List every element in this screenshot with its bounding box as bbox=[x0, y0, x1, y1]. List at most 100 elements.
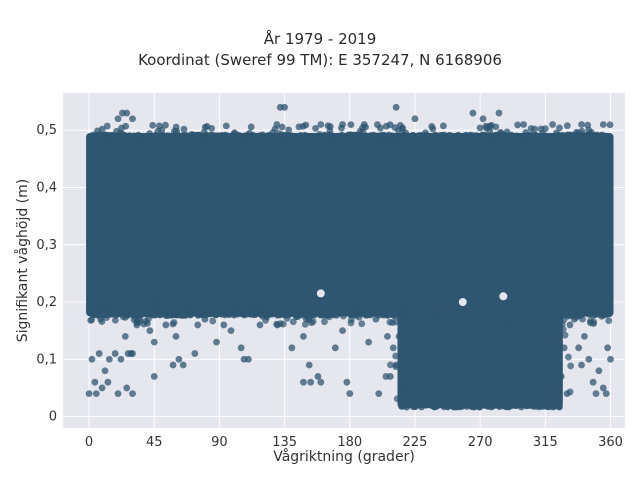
data-point bbox=[129, 350, 136, 357]
data-point bbox=[114, 390, 122, 398]
data-point bbox=[490, 303, 498, 311]
data-point bbox=[133, 321, 141, 329]
data-point bbox=[129, 115, 136, 123]
data-point bbox=[339, 121, 346, 128]
data-point bbox=[254, 134, 261, 141]
data-point bbox=[155, 304, 162, 312]
x-tick-label: 0 bbox=[85, 435, 93, 450]
x-tick-label: 135 bbox=[272, 435, 297, 450]
data-point bbox=[104, 378, 112, 386]
data-point bbox=[312, 133, 320, 141]
data-point bbox=[553, 129, 560, 137]
data-point bbox=[531, 137, 539, 145]
data-point bbox=[585, 126, 593, 134]
data-point bbox=[399, 308, 407, 316]
data-point bbox=[449, 349, 456, 357]
data-point bbox=[223, 310, 231, 317]
data-point bbox=[471, 295, 479, 303]
data-point bbox=[266, 310, 274, 317]
data-point bbox=[403, 401, 411, 409]
data-point bbox=[135, 135, 143, 143]
data-point bbox=[533, 308, 541, 316]
data-point bbox=[499, 315, 506, 323]
x-tick-label: 360 bbox=[598, 435, 623, 450]
data-point bbox=[288, 344, 296, 352]
data-point bbox=[393, 395, 401, 403]
data-points bbox=[85, 103, 614, 411]
data-point bbox=[209, 317, 217, 325]
data-point bbox=[602, 136, 610, 143]
data-point bbox=[546, 308, 554, 316]
data-point bbox=[317, 121, 325, 128]
data-point bbox=[478, 300, 486, 308]
data-point bbox=[353, 304, 361, 312]
data-point bbox=[261, 132, 268, 140]
data-point bbox=[323, 298, 331, 305]
data-point bbox=[431, 403, 438, 411]
data-point bbox=[88, 292, 96, 300]
y-tick-label: 0 bbox=[49, 410, 57, 425]
data-point bbox=[430, 349, 438, 357]
data-point bbox=[401, 321, 409, 329]
data-point bbox=[559, 325, 567, 333]
data-point bbox=[339, 312, 347, 320]
data-point bbox=[439, 298, 447, 306]
data-point bbox=[218, 306, 226, 314]
data-point bbox=[230, 304, 238, 312]
data-point bbox=[300, 332, 307, 340]
band-gaps bbox=[316, 289, 508, 307]
data-point bbox=[122, 306, 130, 314]
data-point bbox=[292, 296, 300, 304]
data-point bbox=[479, 115, 487, 123]
y-tick-label: 0,3 bbox=[36, 238, 57, 253]
data-point bbox=[338, 300, 346, 308]
data-point bbox=[170, 134, 178, 142]
y-tick-label: 0,4 bbox=[36, 180, 57, 195]
data-point bbox=[333, 309, 341, 316]
data-point bbox=[276, 306, 284, 313]
data-point bbox=[480, 352, 488, 360]
data-point bbox=[245, 355, 252, 363]
data-point bbox=[555, 313, 563, 321]
data-point bbox=[303, 133, 310, 141]
data-point bbox=[145, 299, 153, 307]
data-point bbox=[88, 355, 96, 363]
data-point bbox=[402, 129, 410, 137]
data-point bbox=[578, 361, 585, 369]
data-point bbox=[528, 375, 536, 383]
data-point bbox=[200, 135, 208, 143]
data-point bbox=[488, 133, 496, 141]
data-point bbox=[272, 133, 280, 141]
data-point bbox=[347, 121, 355, 129]
data-point bbox=[200, 128, 208, 136]
data-point bbox=[247, 123, 255, 131]
data-point bbox=[537, 398, 545, 406]
data-point bbox=[91, 310, 99, 317]
data-point bbox=[534, 319, 542, 326]
data-point bbox=[476, 124, 484, 132]
data-point bbox=[310, 306, 318, 314]
data-point bbox=[599, 121, 607, 128]
data-point bbox=[563, 122, 571, 130]
data-point bbox=[386, 373, 394, 380]
data-point bbox=[520, 121, 528, 128]
data-point bbox=[379, 135, 387, 143]
data-point bbox=[529, 392, 536, 400]
data-point bbox=[175, 301, 183, 309]
data-point bbox=[278, 123, 286, 131]
data-point bbox=[570, 315, 578, 323]
data-point bbox=[141, 295, 149, 302]
data-point bbox=[447, 318, 455, 326]
data-point bbox=[149, 121, 157, 129]
data-point bbox=[273, 121, 281, 128]
data-point bbox=[227, 327, 235, 335]
data-point bbox=[389, 344, 397, 352]
data-point bbox=[317, 297, 325, 304]
data-point bbox=[424, 400, 432, 408]
data-point bbox=[121, 332, 129, 340]
data-point bbox=[542, 403, 550, 410]
data-point bbox=[510, 328, 518, 336]
data-point bbox=[411, 323, 419, 331]
data-point bbox=[291, 310, 299, 317]
data-point bbox=[550, 364, 557, 372]
